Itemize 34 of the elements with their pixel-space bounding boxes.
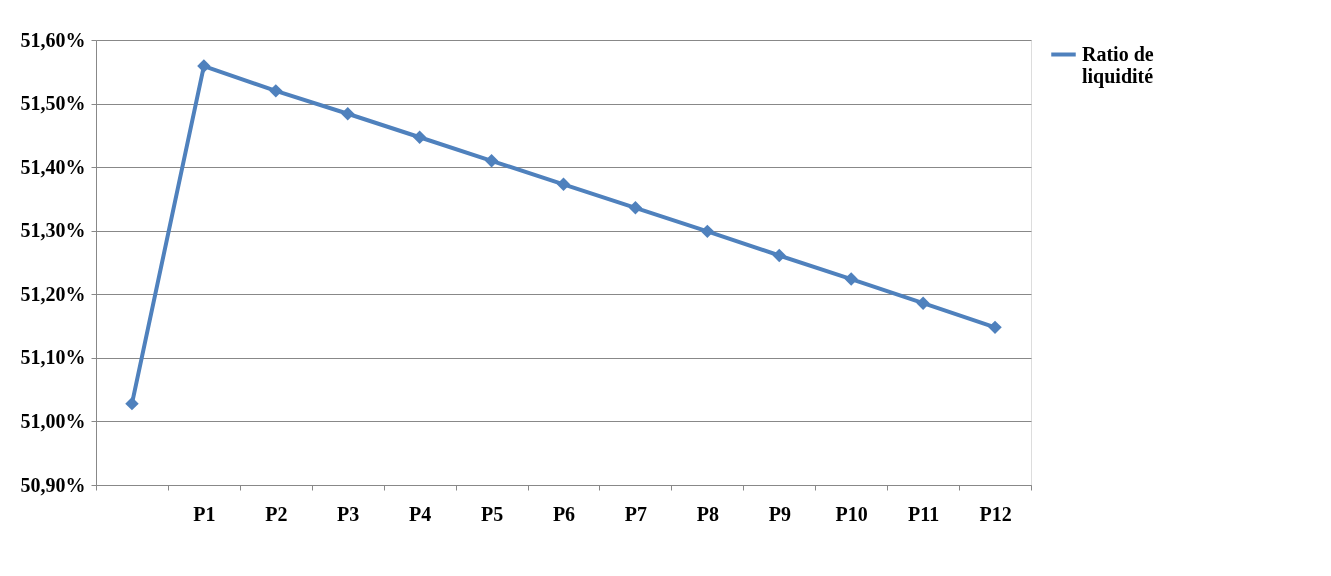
x-tick-label: P8 xyxy=(696,502,719,525)
point xyxy=(556,177,571,192)
y-tick-label: 51,00% xyxy=(20,409,86,432)
point xyxy=(269,84,283,98)
x-tick-label: P4 xyxy=(409,502,432,525)
x-tick-label: P7 xyxy=(624,502,648,525)
x-tick-label: P1 xyxy=(193,502,216,525)
x-tick-label: P2 xyxy=(265,502,288,525)
point xyxy=(916,296,930,310)
point xyxy=(341,107,355,121)
x-tick-label: P9 xyxy=(768,502,791,525)
y-tick-label: 51,10% xyxy=(20,346,86,369)
point xyxy=(988,320,1002,335)
y-tick-label: 51,40% xyxy=(20,155,86,178)
x-tick-label: P11 xyxy=(908,502,940,525)
point xyxy=(484,154,499,168)
point xyxy=(197,59,211,73)
y-tick-label: 50,90% xyxy=(20,473,86,496)
legend-label: Ratio de liquidité xyxy=(1082,42,1154,88)
y-tick-label: 51,30% xyxy=(20,219,86,242)
y-tick-label: 51,20% xyxy=(20,282,86,305)
point xyxy=(700,224,715,239)
x-tick-label: P3 xyxy=(337,502,360,525)
y-tick-label: 51,50% xyxy=(20,92,86,115)
y-tick-label: 51,60% xyxy=(20,28,86,51)
point xyxy=(125,396,139,411)
x-tick-label: P10 xyxy=(835,502,868,525)
x-tick-label: P12 xyxy=(979,502,1012,525)
x-tick-label: P6 xyxy=(552,502,576,525)
point xyxy=(844,272,858,286)
x-tick-label: P5 xyxy=(480,502,504,525)
point xyxy=(772,248,786,263)
point xyxy=(412,130,427,144)
point xyxy=(628,201,643,215)
